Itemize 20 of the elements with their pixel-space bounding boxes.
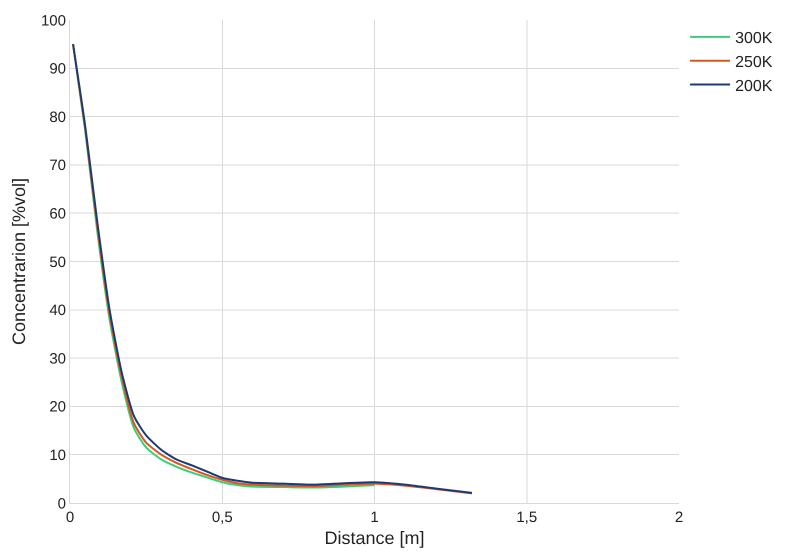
y-axis-title: Concentrarion [%vol] [9, 178, 30, 346]
x-tick-label: 0,5 [212, 509, 233, 526]
y-tick-label: 40 [49, 302, 66, 320]
y-tick-label: 90 [49, 60, 66, 78]
legend-label: 250K [735, 54, 773, 71]
y-tick-label: 60 [49, 205, 66, 222]
y-tick-label: 20 [49, 398, 66, 416]
x-tick-label: 1,5 [516, 509, 538, 526]
y-tick-label: 50 [49, 254, 66, 271]
y-tick-label: 30 [49, 350, 66, 368]
y-tick-label: 100 [40, 12, 66, 30]
x-axis-title: Distance [m] [324, 528, 425, 548]
y-tick-label: 80 [49, 108, 66, 126]
x-tick-label: 2 [674, 509, 684, 526]
y-tick-label: 10 [49, 446, 66, 464]
x-tick-label: 1 [370, 509, 379, 526]
y-tick-label: 0 [58, 495, 66, 512]
legend-label: 200K [735, 78, 773, 95]
y-tick-label: 70 [49, 157, 66, 174]
legend-label: 300K [735, 30, 773, 48]
